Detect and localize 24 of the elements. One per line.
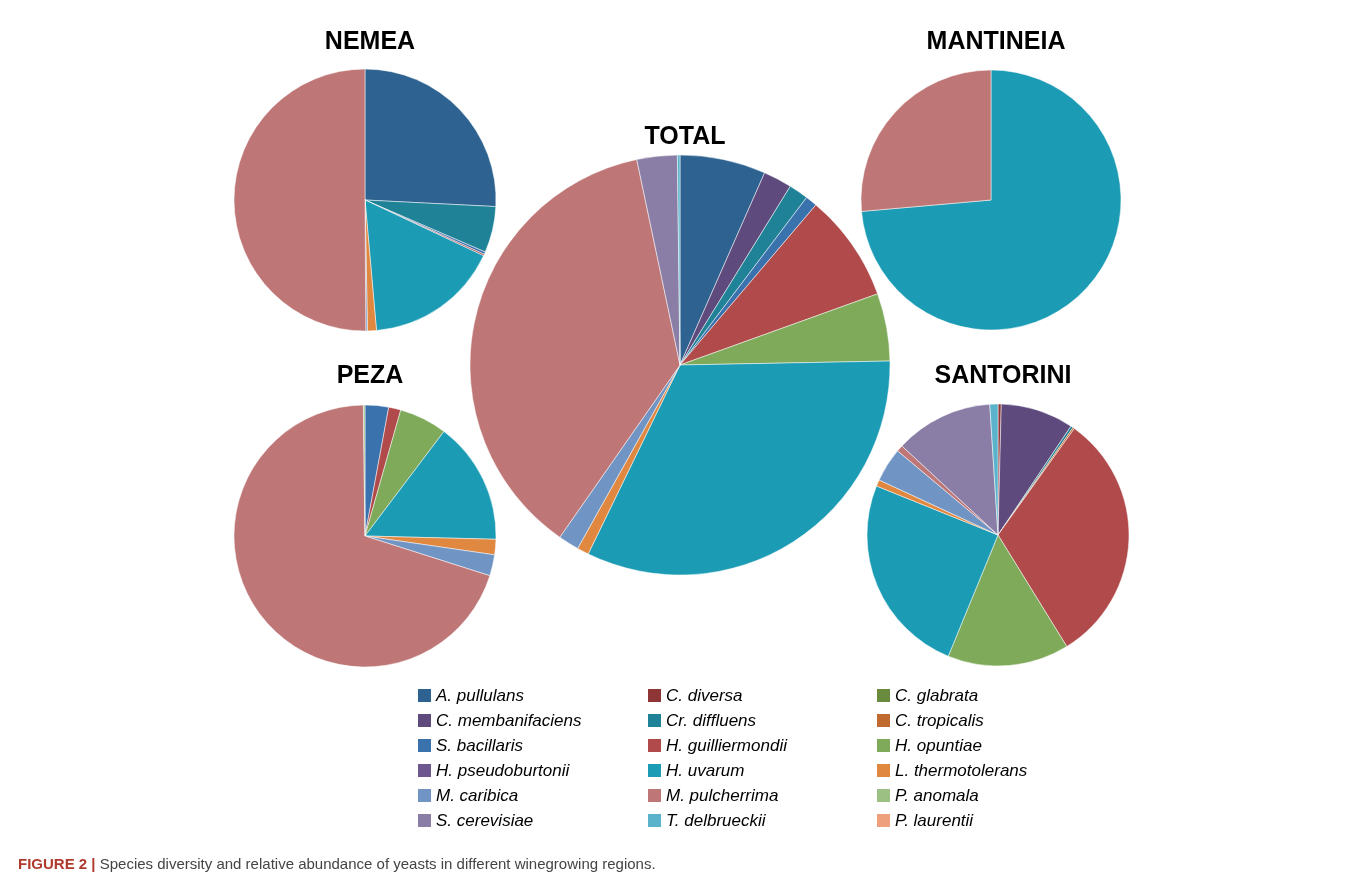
slice-label: PEZA — [336, 359, 404, 388]
slice-label: MANTINEIA — [926, 25, 1066, 54]
caption: FIGURE 2 | Species diversity and relative abundance of yeasts in different winegrowing regions. — [18, 855, 656, 872]
legend-label: P. anomala — [895, 786, 979, 805]
legend-label: P. laurentii — [895, 811, 975, 830]
legend-label: C. diversa — [666, 686, 743, 705]
legend-label: T. delbrueckii — [666, 811, 767, 830]
legend-label: M. caribica — [436, 786, 519, 805]
slice-label: SANTORINI — [934, 359, 1072, 388]
legend-label: C. membanifaciens — [436, 711, 582, 730]
legend-label: Cr. diffluens — [666, 711, 757, 730]
legend-label: H. guilliermondii — [666, 736, 789, 755]
slice-label: TOTAL — [644, 120, 726, 149]
legend-label: A. pullulans — [435, 686, 525, 705]
slice-label: NEMEA — [324, 25, 416, 54]
legend-label: H. uvarum — [666, 761, 745, 780]
legend-label: S. bacillaris — [436, 736, 524, 755]
legend-label: S. cerevisiae — [436, 811, 534, 830]
legend-label: M. pulcherrima — [666, 786, 779, 805]
legend-label: H. pseudoburtonii — [436, 761, 571, 780]
legend-label: C. glabrata — [895, 686, 979, 705]
legend-label: H. opuntiae — [895, 736, 982, 755]
legend-label: C. tropicalis — [895, 711, 985, 730]
legend-label: L. thermotolerans — [895, 761, 1028, 780]
